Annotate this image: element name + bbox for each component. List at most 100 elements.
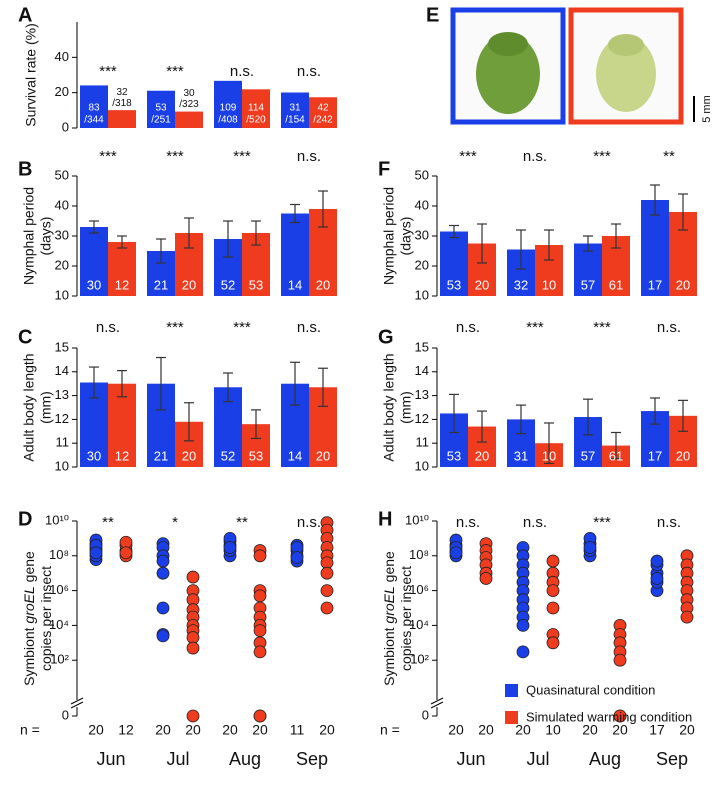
error-bar <box>678 193 688 231</box>
significance: n.s. <box>523 148 547 165</box>
n-label: 20 <box>316 448 330 463</box>
n-label: 20 <box>185 722 201 738</box>
error-bar <box>678 399 688 432</box>
significance: n.s. <box>297 319 321 336</box>
count-label: 42 <box>317 103 329 114</box>
n-label: 12 <box>118 722 134 738</box>
n-label: 10 <box>545 722 561 738</box>
y-axis-label-part: groEL <box>381 586 397 623</box>
point <box>320 584 334 597</box>
point <box>156 629 170 643</box>
bar <box>281 213 309 296</box>
y-axis-label: Survival rate (%) <box>23 23 39 126</box>
significance: *** <box>593 319 611 336</box>
n-label: 53 <box>249 277 263 292</box>
significance: n.s. <box>456 514 480 531</box>
significance: *** <box>593 514 611 531</box>
n-label: 32 <box>514 277 528 292</box>
y-tick-label: 30 <box>415 227 429 242</box>
n-label: 31 <box>514 448 528 463</box>
n-label: 20 <box>582 722 598 738</box>
error-bar <box>449 224 459 239</box>
point <box>320 566 334 580</box>
point <box>546 601 560 615</box>
bar <box>440 231 468 296</box>
panel-label: D <box>18 508 32 530</box>
y-tick-label: 20 <box>415 257 429 272</box>
y-axis-label: Nymphal period <box>381 187 397 285</box>
y-axis-label: copies per insect <box>38 566 54 671</box>
n-label: 57 <box>581 448 595 463</box>
bar <box>175 111 203 128</box>
error-bar <box>156 238 166 264</box>
significance: n.s. <box>297 514 321 531</box>
error-bar <box>477 223 487 264</box>
x-tick-label: Jul <box>526 749 549 769</box>
y-tick-label: 50 <box>55 167 69 182</box>
y-tick-label: 30 <box>55 227 69 242</box>
axis-break <box>430 701 444 709</box>
error-bar <box>516 404 526 435</box>
n-label: 20 <box>515 722 531 738</box>
significance: n.s. <box>456 319 480 336</box>
point <box>186 709 200 723</box>
n-label: 30 <box>87 277 101 292</box>
point <box>613 709 627 723</box>
y-axis-label: (mm) <box>398 391 414 424</box>
point <box>253 645 267 659</box>
y-axis-label-part: gene <box>21 551 37 586</box>
n-label: 20 <box>676 448 690 463</box>
point <box>613 653 627 667</box>
y-tick-label: 13 <box>415 387 429 402</box>
point <box>583 541 597 554</box>
y-axis-label: (days) <box>38 217 54 256</box>
total-label: /323 <box>179 99 199 110</box>
error-bar <box>89 220 99 234</box>
n-label: 53 <box>447 277 461 292</box>
n-label: 12 <box>115 448 129 463</box>
error-bar <box>611 431 621 460</box>
point <box>253 589 267 603</box>
n-label: 53 <box>249 448 263 463</box>
n-label: 17 <box>648 448 662 463</box>
error-bar <box>544 229 554 261</box>
significance: n.s. <box>297 63 321 80</box>
n-label: 52 <box>221 277 235 292</box>
axis-break <box>430 697 444 705</box>
x-tick-label: Jun <box>96 749 125 769</box>
significance: *** <box>166 148 184 165</box>
y-tick-label: 10⁸ <box>409 547 429 562</box>
y-tick-label: 12 <box>55 411 69 426</box>
n-label: 21 <box>154 448 168 463</box>
y-axis-label: (mm) <box>38 391 54 424</box>
n-label: 20 <box>252 722 268 738</box>
n-label: 20 <box>319 722 335 738</box>
y-tick-label: 14 <box>55 363 69 378</box>
bar <box>309 97 337 128</box>
bar <box>242 89 270 128</box>
point <box>516 619 530 632</box>
y-tick-label: 10¹⁰ <box>45 512 69 527</box>
n-prefix: n = <box>20 722 40 738</box>
point <box>516 645 530 659</box>
significance: *** <box>593 148 611 165</box>
y-axis-label-part: copies per insect <box>38 566 54 671</box>
y-tick-label: 10 <box>415 287 429 302</box>
n-label: 61 <box>609 277 623 292</box>
bar <box>281 92 309 128</box>
axis-break <box>70 701 84 709</box>
y-axis-label: Symbiont groEL gene <box>21 551 37 686</box>
significance: ** <box>102 514 114 531</box>
y-tick-label: 11 <box>56 435 70 450</box>
photo-panel: E 5 mm <box>426 4 713 125</box>
y-axis-label: Adult body length <box>21 353 37 461</box>
point <box>650 572 664 585</box>
legend-label: Quasinatural condition <box>526 682 655 697</box>
bar <box>214 80 242 128</box>
total-label: /520 <box>246 115 266 126</box>
y-tick-label: 40 <box>415 197 429 212</box>
error-bar <box>290 203 300 224</box>
count-label: 53 <box>155 103 167 114</box>
error-bar <box>290 361 300 406</box>
